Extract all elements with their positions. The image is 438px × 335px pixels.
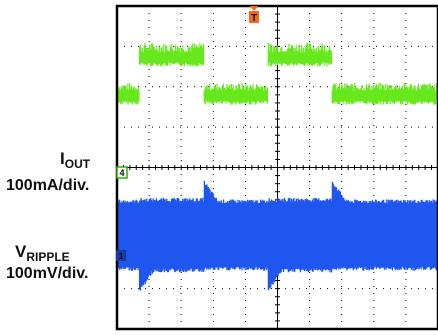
trigger-marker: T bbox=[249, 6, 259, 24]
iout-trace-segment bbox=[203, 90, 268, 101]
iout-label-main: I bbox=[60, 149, 65, 168]
iout-trace-segment bbox=[332, 90, 374, 101]
iout-trace-segment bbox=[117, 90, 140, 101]
traces bbox=[117, 42, 438, 291]
vripple-label-sub: RIPPLE bbox=[26, 250, 69, 264]
trigger-label: T bbox=[251, 13, 257, 24]
vripple-channel-label: VRIPPLE 100mV/div. bbox=[6, 242, 88, 282]
graticule bbox=[116, 5, 438, 330]
iout-trace-segment bbox=[139, 52, 204, 63]
svg-text:IOUT: IOUT bbox=[60, 149, 91, 171]
iout-trace-segment bbox=[267, 52, 333, 63]
iout-scale: 100mA/div. bbox=[6, 177, 89, 194]
vripple-scale: 100mV/div. bbox=[6, 265, 88, 282]
vripple-marker-label: 1 bbox=[118, 251, 123, 261]
vripple-trace-core bbox=[118, 208, 437, 263]
iout-channel-label: IOUT 100mA/div. bbox=[6, 149, 91, 194]
iout-label-sub: OUT bbox=[65, 157, 91, 171]
vripple-label-main: V bbox=[15, 242, 27, 261]
vripple-ground-marker: 1 bbox=[116, 250, 126, 261]
iout-marker-label: 4 bbox=[119, 168, 124, 178]
svg-text:VRIPPLE: VRIPPLE bbox=[15, 242, 70, 264]
iout-ground-marker: 4 bbox=[116, 166, 128, 179]
